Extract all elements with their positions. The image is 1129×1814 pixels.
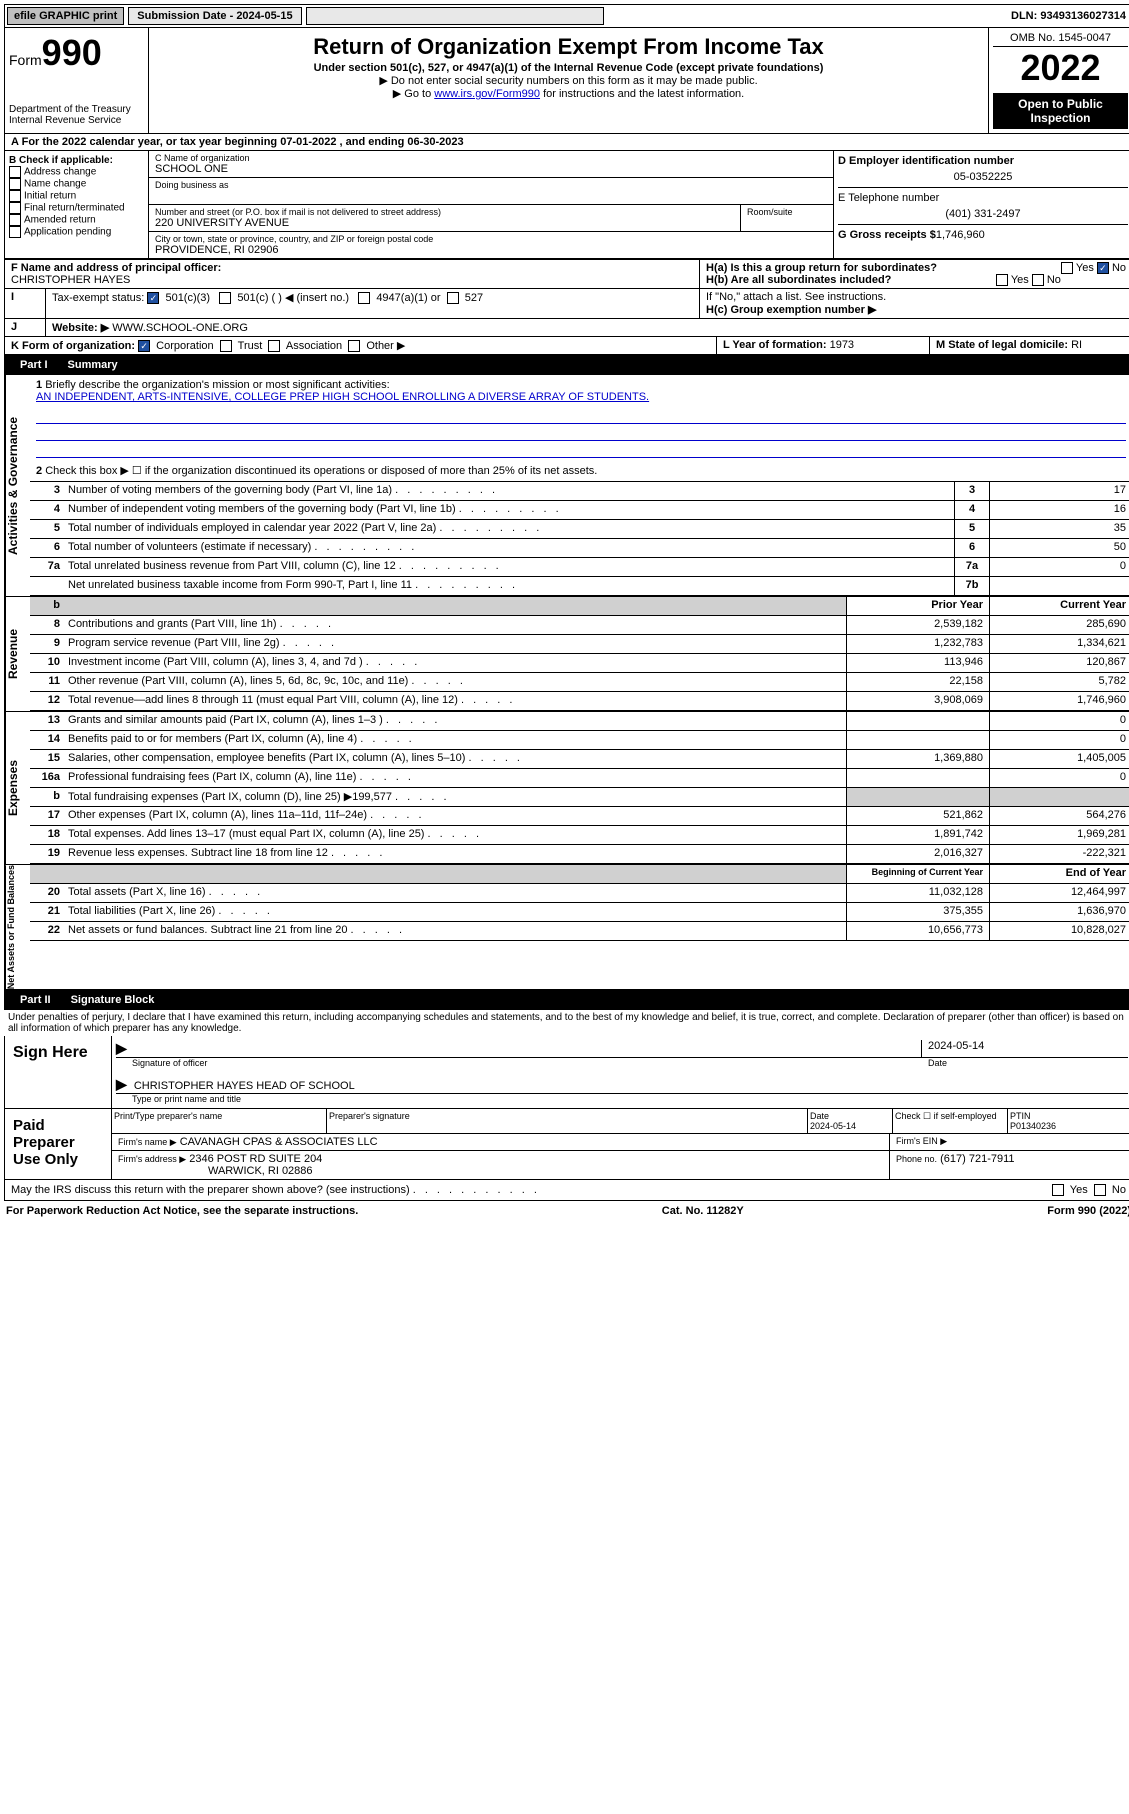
summary-row: Net unrelated business taxable income fr… <box>30 577 1129 596</box>
paid-preparer-label: Paid Preparer Use Only <box>5 1109 112 1179</box>
principal-officer: CHRISTOPHER HAYES <box>11 274 693 286</box>
mission: AN INDEPENDENT, ARTS-INTENSIVE, COLLEGE … <box>36 391 649 403</box>
firm-name: CAVANAGH CPAS & ASSOCIATES LLC <box>180 1136 378 1148</box>
part1-header: Part I Summary <box>4 355 1129 375</box>
org-name: SCHOOL ONE <box>155 163 827 175</box>
summary-row: 10Investment income (Part VIII, column (… <box>30 654 1129 673</box>
form-header: Form990 Department of the Treasury Inter… <box>4 28 1129 134</box>
summary-row: 3Number of voting members of the governi… <box>30 482 1129 501</box>
summary-row: 9Program service revenue (Part VIII, lin… <box>30 635 1129 654</box>
submission-date: Submission Date - 2024-05-15 <box>128 7 301 25</box>
note2: ▶ Go to www.irs.gov/Form990 for instruct… <box>153 87 984 100</box>
open-public: Open to Public Inspection <box>993 93 1128 129</box>
dept-label: Department of the Treasury <box>9 104 144 115</box>
officer-name: CHRISTOPHER HAYES HEAD OF SCHOOL <box>134 1080 355 1092</box>
ptin: P01340236 <box>1010 1121 1056 1131</box>
form-prefix: Form <box>9 52 42 68</box>
firm-addr2: WARWICK, RI 02886 <box>118 1165 313 1177</box>
summary-row: 22Net assets or fund balances. Subtract … <box>30 922 1129 941</box>
dln: DLN: 93493136027314 <box>1011 10 1129 22</box>
form-subtitle: Under section 501(c), 527, or 4947(a)(1)… <box>153 62 984 74</box>
vlabel-expenses: Expenses <box>5 712 30 864</box>
501c3-check[interactable] <box>147 292 159 304</box>
ein: 05-0352225 <box>838 167 1128 187</box>
summary-row: 17Other expenses (Part IX, column (A), l… <box>30 807 1129 826</box>
summary-row: 20Total assets (Part X, line 16) . . . .… <box>30 884 1129 903</box>
summary-row: 5Total number of individuals employed in… <box>30 520 1129 539</box>
top-bar: efile GRAPHIC print Submission Date - 20… <box>4 4 1129 28</box>
efile-button[interactable]: efile GRAPHIC print <box>7 7 124 25</box>
vlabel-netassets: Net Assets or Fund Balances <box>5 865 30 989</box>
declaration: Under penalties of perjury, I declare th… <box>4 1010 1129 1036</box>
summary-row: 21Total liabilities (Part X, line 26) . … <box>30 903 1129 922</box>
summary-row: 13Grants and similar amounts paid (Part … <box>30 712 1129 731</box>
col-b: B Check if applicable: Address change Na… <box>5 151 149 258</box>
summary-row: bTotal fundraising expenses (Part IX, co… <box>30 788 1129 807</box>
omb: OMB No. 1545-0047 <box>993 32 1128 47</box>
firm-addr1: 2346 POST RD SUITE 204 <box>189 1153 322 1165</box>
summary-row: 12Total revenue—add lines 8 through 11 (… <box>30 692 1129 711</box>
state-domicile: RI <box>1071 339 1082 351</box>
summary-row: 4Number of independent voting members of… <box>30 501 1129 520</box>
vlabel-governance: Activities & Governance <box>5 375 30 596</box>
row-a: A For the 2022 calendar year, or tax yea… <box>5 134 1129 151</box>
summary-row: 19Revenue less expenses. Subtract line 1… <box>30 845 1129 864</box>
tax-year: 2022 <box>993 47 1128 89</box>
footer: For Paperwork Reduction Act Notice, see … <box>4 1201 1129 1221</box>
e-label: E Telephone number <box>838 187 1128 204</box>
firm-phone: (617) 721-7911 <box>940 1153 1014 1165</box>
address: 220 UNIVERSITY AVENUE <box>155 217 734 229</box>
summary-row: 16aProfessional fundraising fees (Part I… <box>30 769 1129 788</box>
year-formation: 1973 <box>830 339 854 351</box>
website: WWW.SCHOOL-ONE.ORG <box>112 322 248 334</box>
vlabel-revenue: Revenue <box>5 597 30 711</box>
summary-row: 11Other revenue (Part VIII, column (A), … <box>30 673 1129 692</box>
summary-row: 14Benefits paid to or for members (Part … <box>30 731 1129 750</box>
summary-row: 18Total expenses. Add lines 13–17 (must … <box>30 826 1129 845</box>
summary-row: 8Contributions and grants (Part VIII, li… <box>30 616 1129 635</box>
c-name-label: C Name of organization <box>155 153 827 163</box>
blank-button <box>306 7 604 25</box>
note1: ▶ Do not enter social security numbers o… <box>153 74 984 87</box>
summary-row: 15Salaries, other compensation, employee… <box>30 750 1129 769</box>
gross-receipts: 1,746,960 <box>936 229 985 241</box>
summary-row: 7aTotal unrelated business revenue from … <box>30 558 1129 577</box>
form-title: Return of Organization Exempt From Incom… <box>153 34 984 60</box>
entity-section: A For the 2022 calendar year, or tax yea… <box>4 134 1129 355</box>
sig-date-val: 2024-05-14 <box>921 1040 1128 1057</box>
form-number: 990 <box>42 32 102 73</box>
irs-label: Internal Revenue Service <box>9 115 144 126</box>
sign-here-label: Sign Here <box>5 1036 112 1108</box>
irs-link[interactable]: www.irs.gov/Form990 <box>434 88 540 100</box>
phone: (401) 331-2497 <box>838 204 1128 224</box>
summary-row: 6Total number of volunteers (estimate if… <box>30 539 1129 558</box>
d-label: D Employer identification number <box>838 155 1128 167</box>
dba-label: Doing business as <box>155 180 827 190</box>
city: PROVIDENCE, RI 02906 <box>155 244 827 256</box>
part2-header: Part II Signature Block <box>4 990 1129 1010</box>
